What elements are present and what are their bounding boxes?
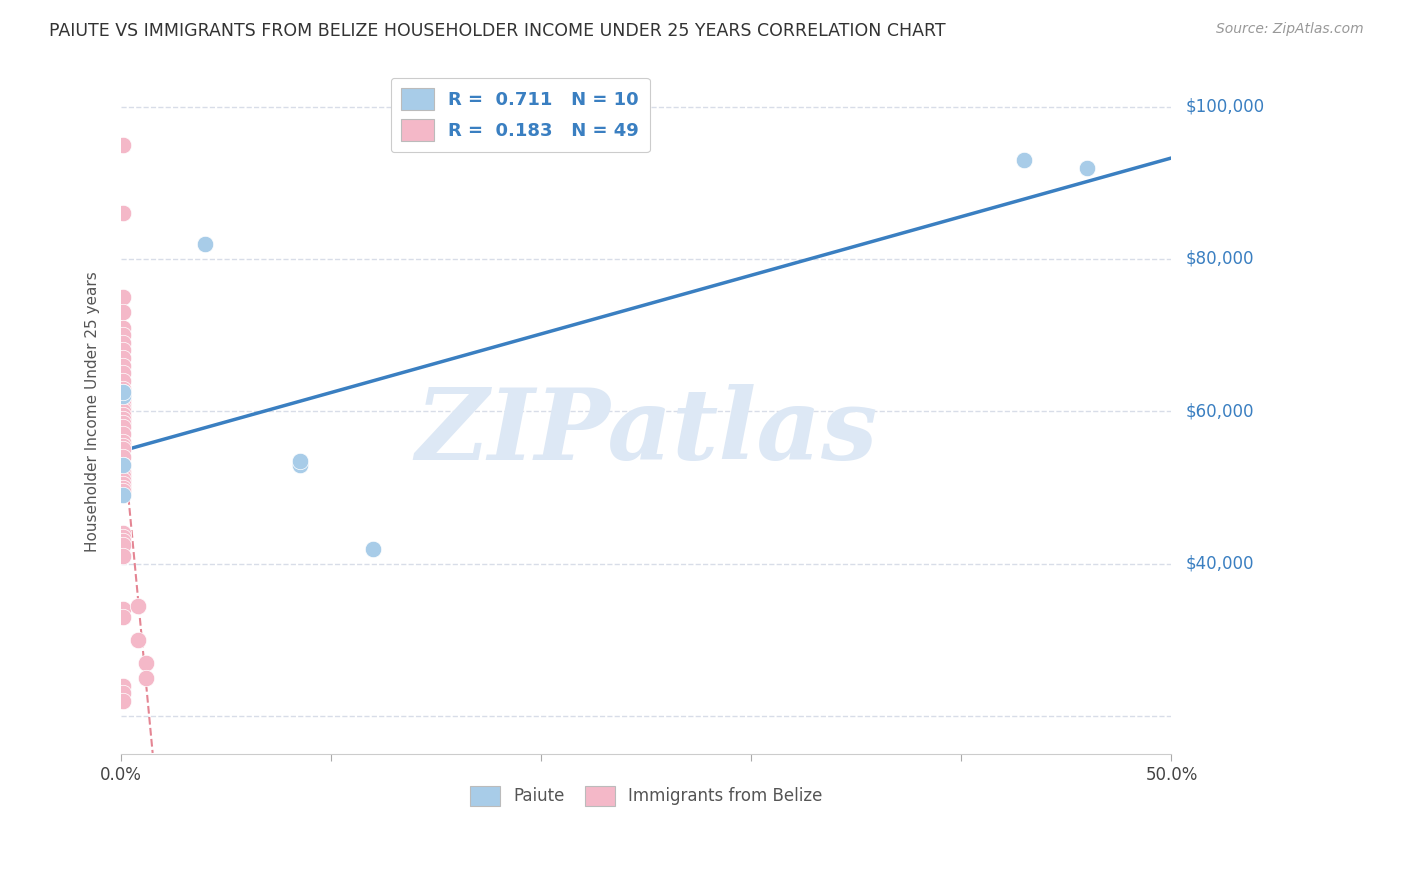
Point [112,427,135,442]
Point [112,466,135,480]
Point [127,632,149,647]
Point [112,488,135,502]
Point [112,469,135,483]
Point [112,389,135,403]
Text: Source: ZipAtlas.com: Source: ZipAtlas.com [1216,22,1364,37]
Point [112,533,135,548]
Text: $40,000: $40,000 [1185,555,1254,573]
Point [194,236,217,251]
Text: $100,000: $100,000 [1185,97,1264,116]
Point [112,392,135,407]
Point [112,335,135,350]
Text: PAIUTE VS IMMIGRANTS FROM BELIZE HOUSEHOLDER INCOME UNDER 25 YEARS CORRELATION C: PAIUTE VS IMMIGRANTS FROM BELIZE HOUSEHO… [49,22,946,40]
Point [112,397,135,411]
Point [112,439,135,453]
Text: $60,000: $60,000 [1185,402,1254,420]
Point [112,694,135,708]
Point [112,484,135,499]
Point [112,412,135,426]
Point [112,401,135,415]
Point [288,458,311,472]
Point [112,366,135,380]
Point [112,526,135,541]
Point [112,481,135,495]
Point [112,343,135,358]
Point [127,599,149,613]
Text: ZIPatlas: ZIPatlas [415,384,877,480]
Point [112,404,135,418]
Point [112,305,135,319]
Point [112,450,135,464]
Point [112,458,135,472]
Y-axis label: Householder Income Under 25 years: Householder Income Under 25 years [86,271,100,552]
Point [112,359,135,373]
Point [112,385,135,400]
Point [1076,161,1098,175]
Point [112,382,135,396]
Text: $80,000: $80,000 [1185,250,1254,268]
Point [112,476,135,491]
Point [112,408,135,422]
Point [112,419,135,434]
Point [1014,153,1036,167]
Point [135,671,157,685]
Legend: Paiute, Immigrants from Belize: Paiute, Immigrants from Belize [461,778,831,814]
Point [112,385,135,400]
Point [112,290,135,304]
Point [112,442,135,457]
Point [112,530,135,544]
Point [361,541,384,556]
Point [112,686,135,700]
Point [112,549,135,563]
Point [112,320,135,334]
Point [112,434,135,449]
Point [112,416,135,430]
Point [112,137,135,152]
Point [112,602,135,616]
Point [112,610,135,624]
Point [135,656,157,670]
Point [112,679,135,693]
Point [112,473,135,487]
Point [112,328,135,343]
Point [112,351,135,365]
Point [112,458,135,472]
Point [112,206,135,220]
Point [112,538,135,552]
Point [288,454,311,468]
Point [112,374,135,388]
Point [112,389,135,403]
